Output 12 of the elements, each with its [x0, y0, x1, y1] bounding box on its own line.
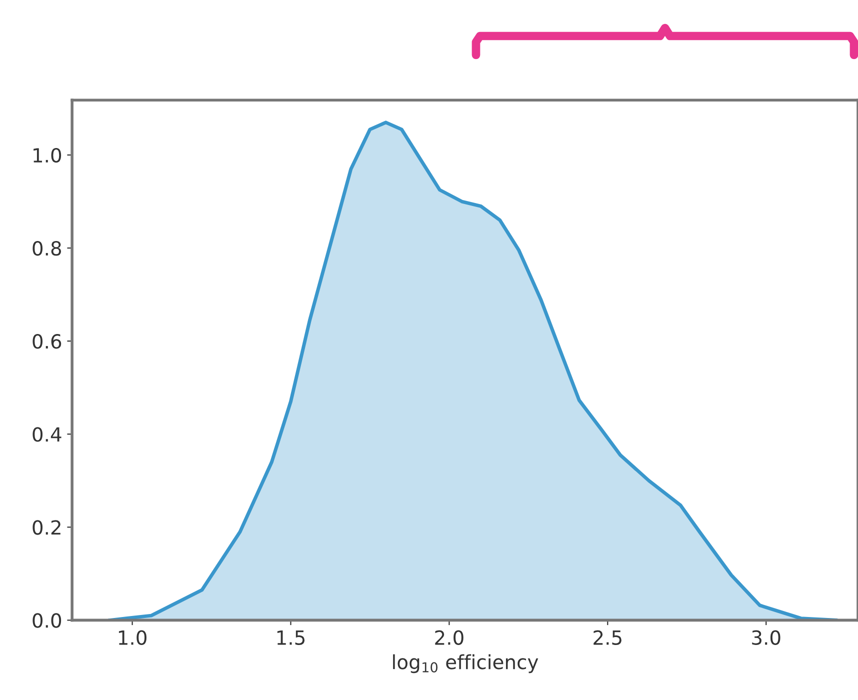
y-tick-label: 0.8 — [32, 240, 62, 256]
x-tick-label: 1.5 — [277, 630, 304, 645]
y-tick-label: 0.0 — [32, 613, 62, 628]
x-tick-label: 2.0 — [435, 630, 464, 645]
x-axis-title: log$_{10}$ efficiency — [393, 654, 538, 674]
y-tick-label: 0.2 — [32, 520, 60, 535]
x-tick-label: 3.0 — [752, 630, 780, 645]
y-tick-label: 0.4 — [32, 427, 62, 442]
x-tick-label: 2.5 — [594, 630, 622, 645]
y-tick-label: 0.6 — [32, 334, 62, 349]
y-tick-label: 1.0 — [34, 148, 62, 163]
x-tick-label: 1.0 — [118, 630, 146, 645]
